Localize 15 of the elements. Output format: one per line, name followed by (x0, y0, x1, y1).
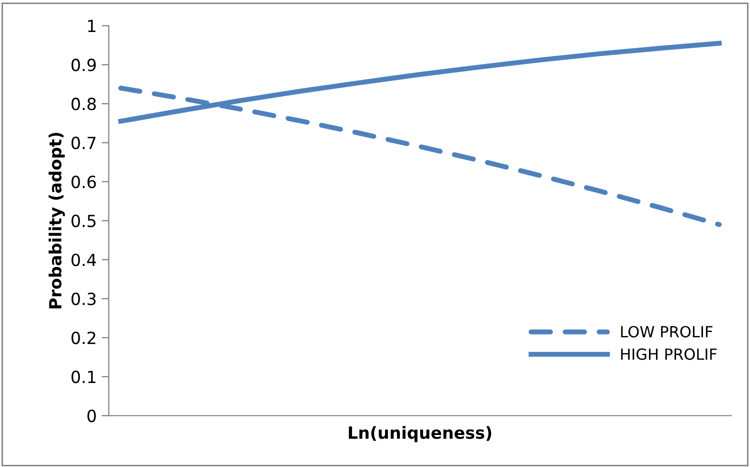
legend-label: HIGH PROLIF (621, 348, 717, 360)
y-tick-label: 1 (88, 20, 96, 32)
y-tick-label: 0.1 (72, 370, 96, 384)
y-tick-label: 0.9 (72, 58, 96, 72)
x-axis-title: Ln(uniqueness) (348, 426, 492, 442)
y-tick-label: 0.6 (72, 176, 96, 188)
y-tick-label: 0.3 (72, 292, 96, 306)
y-tick-label: 0 (87, 410, 96, 422)
y-tick-label: 0.7 (72, 136, 96, 150)
y-tick-label: 0.5 (72, 214, 96, 228)
y-tick-label: 0.2 (72, 332, 96, 344)
y-tick-label: 0.4 (72, 254, 96, 266)
legend-label: LOW PROLIF (621, 326, 712, 338)
y-axis-title: Probability (adopt) (48, 132, 65, 308)
y-tick-label: 0.8 (72, 98, 96, 110)
